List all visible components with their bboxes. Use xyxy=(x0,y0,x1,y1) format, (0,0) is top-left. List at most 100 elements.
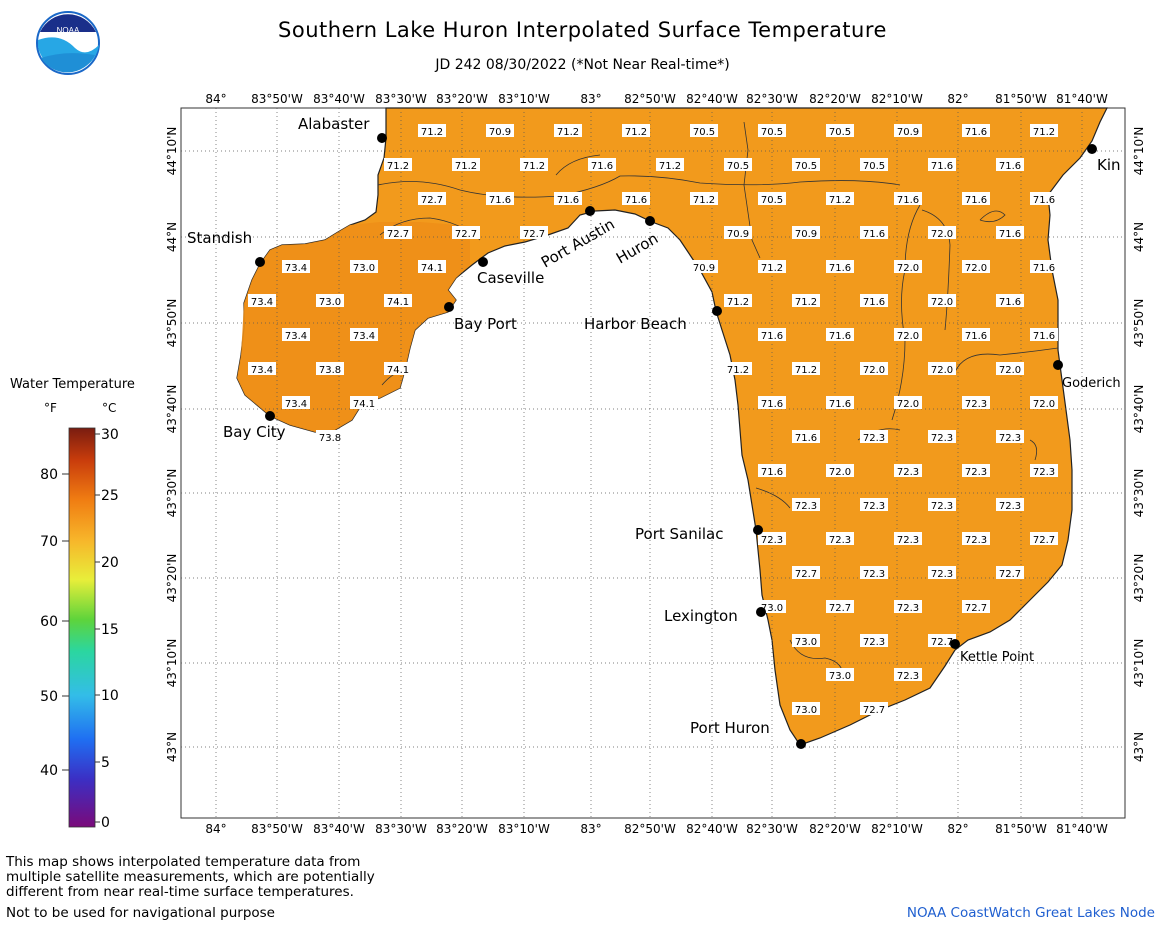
svg-text:72.3: 72.3 xyxy=(965,399,987,410)
temperature-label: 73.8 xyxy=(316,430,344,444)
svg-text:72.7: 72.7 xyxy=(863,705,885,716)
svg-text:72.0: 72.0 xyxy=(931,297,953,308)
longitude-label: 83° xyxy=(580,92,601,106)
svg-text:71.2: 71.2 xyxy=(795,365,817,376)
svg-text:71.6: 71.6 xyxy=(999,297,1021,308)
place-dot xyxy=(585,206,595,216)
temperature-label: 72.3 xyxy=(826,532,854,546)
temperature-label: 73.0 xyxy=(316,294,344,308)
svg-text:71.6: 71.6 xyxy=(795,433,817,444)
svg-text:70.9: 70.9 xyxy=(489,127,511,138)
temperature-label: 72.7 xyxy=(1030,532,1058,546)
temperature-label: 74.1 xyxy=(350,396,378,410)
temperature-label: 72.3 xyxy=(996,498,1024,512)
svg-text:72.7: 72.7 xyxy=(421,195,443,206)
svg-text:70.5: 70.5 xyxy=(761,127,783,138)
longitude-label: 83°40'W xyxy=(313,822,365,836)
svg-text:73.4: 73.4 xyxy=(285,263,307,274)
svg-text:71.6: 71.6 xyxy=(829,399,851,410)
temperature-label: 72.0 xyxy=(928,362,956,376)
graticule xyxy=(181,108,1125,818)
temperature-label: 72.0 xyxy=(894,328,922,342)
svg-text:72.3: 72.3 xyxy=(999,501,1021,512)
svg-text:71.2: 71.2 xyxy=(829,195,851,206)
svg-text:70.9: 70.9 xyxy=(795,229,817,240)
temperature-label: 71.6 xyxy=(894,192,922,206)
legend-tick-label-c: 25 xyxy=(101,488,119,504)
place-marker: Standish xyxy=(187,229,265,267)
temperature-label: 72.7 xyxy=(418,192,446,206)
svg-text:73.4: 73.4 xyxy=(251,297,273,308)
place-label: Goderich xyxy=(1062,376,1121,391)
temperature-label: 73.0 xyxy=(792,634,820,648)
temperature-label: 70.5 xyxy=(826,124,854,138)
svg-text:73.8: 73.8 xyxy=(319,365,341,376)
svg-text:71.2: 71.2 xyxy=(455,161,477,172)
svg-text:72.3: 72.3 xyxy=(965,467,987,478)
place-marker: Alabaster xyxy=(298,115,387,143)
longitude-label: 82°30'W xyxy=(746,822,798,836)
longitude-label: 81°40'W xyxy=(1056,92,1108,106)
temperature-label: 71.2 xyxy=(452,158,480,172)
place-label: Standish xyxy=(187,229,252,247)
place-label: Port Huron xyxy=(690,719,770,737)
temperature-label: 72.3 xyxy=(1030,464,1058,478)
place-dot xyxy=(645,216,655,226)
temperature-label: 70.5 xyxy=(724,158,752,172)
credit-text: NOAA CoastWatch Great Lakes Node xyxy=(906,905,1155,921)
svg-text:72.0: 72.0 xyxy=(897,331,919,342)
place-marker: Port Huron xyxy=(690,719,806,749)
temperature-label: 72.3 xyxy=(860,566,888,580)
svg-text:72.3: 72.3 xyxy=(795,501,817,512)
longitude-label: 84° xyxy=(205,822,226,836)
svg-text:72.7: 72.7 xyxy=(965,603,987,614)
svg-text:73.8: 73.8 xyxy=(319,433,341,444)
svg-text:72.3: 72.3 xyxy=(897,535,919,546)
place-dot xyxy=(753,525,763,535)
svg-text:73.0: 73.0 xyxy=(795,637,817,648)
latitude-label: 43°50'N xyxy=(165,299,179,348)
place-marker: Port Sanilac xyxy=(635,525,763,543)
temperature-label: 72.3 xyxy=(860,634,888,648)
latitude-label: 44°10'N xyxy=(1132,127,1146,176)
svg-text:74.1: 74.1 xyxy=(353,399,375,410)
place-marker: Goderich xyxy=(1053,360,1121,391)
longitude-label: 83° xyxy=(580,822,601,836)
longitude-label: 82° xyxy=(947,92,968,106)
legend-tick-label-f: 40 xyxy=(40,763,58,779)
noaa-logo: NOAA xyxy=(36,11,100,75)
temperature-label: 71.6 xyxy=(758,396,786,410)
latitude-labels-right: 44°10'N 44°N 43°50'N 43°40'N 43°30'N 43°20'N 4… xyxy=(1132,127,1146,763)
temperature-label: 71.6 xyxy=(758,464,786,478)
place-dot xyxy=(1053,360,1063,370)
temperature-label: 71.6 xyxy=(486,192,514,206)
longitude-label: 82°20'W xyxy=(809,92,861,106)
temperature-label: 71.6 xyxy=(758,328,786,342)
svg-text:73.4: 73.4 xyxy=(285,399,307,410)
svg-text:73.4: 73.4 xyxy=(285,331,307,342)
temperature-label: 71.6 xyxy=(1030,192,1058,206)
temperature-label: 71.6 xyxy=(622,192,650,206)
svg-text:73.4: 73.4 xyxy=(251,365,273,376)
svg-text:72.7: 72.7 xyxy=(999,569,1021,580)
svg-text:71.2: 71.2 xyxy=(795,297,817,308)
legend-tick-label-f: 70 xyxy=(40,534,58,550)
longitude-label: 82°50'W xyxy=(624,822,676,836)
svg-text:73.0: 73.0 xyxy=(353,263,375,274)
place-label: Bay Port xyxy=(454,315,517,333)
temperature-label: 71.2 xyxy=(520,158,548,172)
longitude-label: 82° xyxy=(947,822,968,836)
longitude-label: 83°10'W xyxy=(498,822,550,836)
longitude-label: 83°20'W xyxy=(436,92,488,106)
svg-text:72.7: 72.7 xyxy=(795,569,817,580)
svg-text:71.2: 71.2 xyxy=(523,161,545,172)
svg-text:72.0: 72.0 xyxy=(999,365,1021,376)
place-label: Bay City xyxy=(223,423,286,441)
place-label: Harbor Beach xyxy=(584,315,687,333)
latitude-label: 43°30'N xyxy=(165,469,179,518)
svg-text:72.0: 72.0 xyxy=(931,365,953,376)
place-dot xyxy=(444,302,454,312)
svg-text:72.3: 72.3 xyxy=(931,501,953,512)
place-dot xyxy=(377,133,387,143)
temperature-label: 71.6 xyxy=(792,430,820,444)
